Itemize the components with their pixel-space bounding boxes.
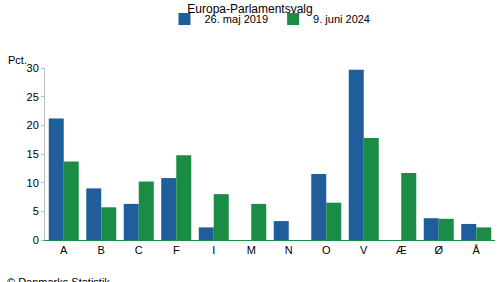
svg-text:25: 25 [27, 91, 39, 103]
svg-text:15: 15 [27, 148, 39, 160]
svg-text:C: C [135, 244, 143, 256]
svg-text:O: O [322, 244, 331, 256]
svg-text:N: N [285, 244, 293, 256]
svg-text:20: 20 [27, 119, 39, 131]
svg-text:V: V [360, 244, 368, 256]
svg-text:Æ: Æ [396, 244, 407, 256]
svg-text:26. maj 2019: 26. maj 2019 [205, 13, 269, 25]
svg-text:Å: Å [473, 244, 481, 256]
svg-text:5: 5 [33, 205, 39, 217]
svg-text:B: B [98, 244, 105, 256]
svg-text:30: 30 [27, 62, 39, 74]
svg-text:I: I [212, 244, 215, 256]
svg-text:9. juni 2024: 9. juni 2024 [313, 13, 370, 25]
svg-text:A: A [60, 244, 68, 256]
svg-text:Europa-Parlamentsvalg: Europa-Parlamentsvalg [187, 2, 312, 16]
svg-text:Pct.: Pct. [8, 54, 27, 66]
svg-text:© Danmarks Statistik: © Danmarks Statistik [7, 276, 110, 282]
svg-text:F: F [173, 244, 180, 256]
svg-text:Ø: Ø [434, 244, 443, 256]
svg-text:0: 0 [33, 234, 39, 246]
svg-text:10: 10 [27, 177, 39, 189]
svg-text:M: M [247, 244, 256, 256]
